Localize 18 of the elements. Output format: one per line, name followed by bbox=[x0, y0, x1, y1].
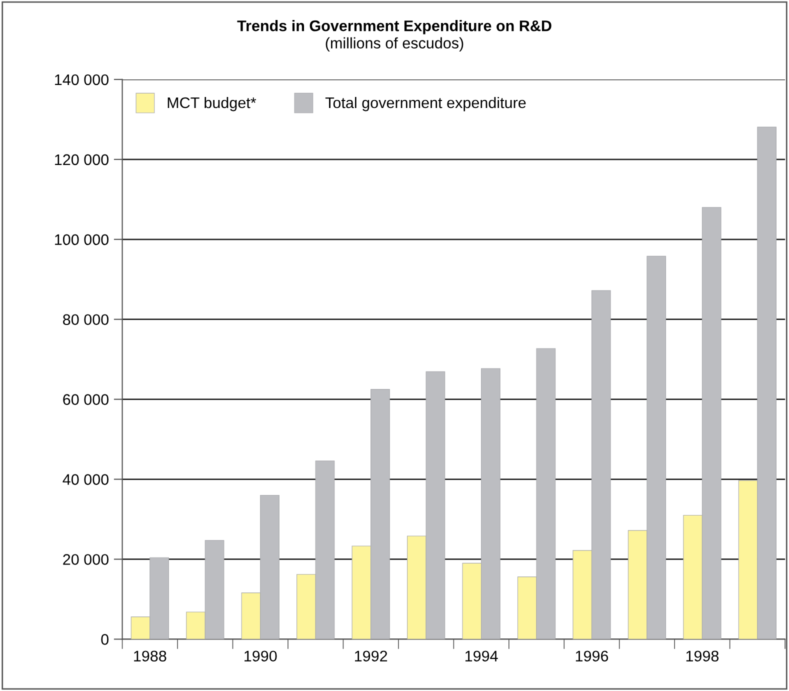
chart-subtitle: (millions of escudos) bbox=[326, 37, 464, 52]
y-tick-label: 40 000 bbox=[62, 474, 109, 485]
y-tick-label: 20 000 bbox=[63, 554, 109, 565]
y-tick-label: 140 000 bbox=[55, 74, 109, 86]
y-tick-label: 120 000 bbox=[55, 154, 109, 166]
x-tick-label: 1994 bbox=[465, 650, 498, 662]
x-tick-label: 1996 bbox=[576, 650, 608, 662]
legend-label: MCT budget* bbox=[168, 96, 256, 112]
x-tick-label: 1998 bbox=[686, 650, 719, 662]
y-tick-label: 60 000 bbox=[63, 394, 109, 405]
y-tick-label: 0 bbox=[101, 634, 109, 645]
chart-title: Trends in Government Expenditure on R&D bbox=[237, 20, 552, 34]
x-tick-label: 1990 bbox=[244, 650, 277, 662]
x-tick-label: 1988 bbox=[134, 650, 166, 662]
y-tick-label: 80 000 bbox=[63, 314, 109, 326]
legend-label: Total government expenditure bbox=[325, 96, 526, 112]
y-tick-label: 100 000 bbox=[55, 234, 109, 246]
x-tick-label: 1992 bbox=[355, 650, 388, 662]
